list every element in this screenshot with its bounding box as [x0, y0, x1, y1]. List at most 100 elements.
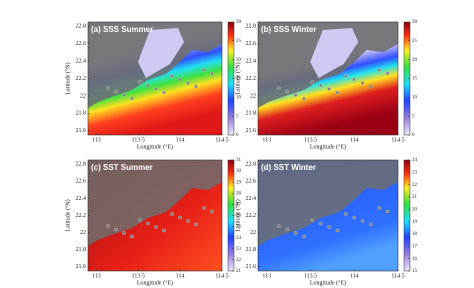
y-axis-label: Latitude (°N) [64, 62, 71, 94]
colorbar-tick-label: 5 [236, 114, 239, 119]
island [122, 231, 126, 235]
island [106, 86, 110, 90]
y-axis-label: Latitude (°N) [234, 199, 241, 231]
colorbar-tick-label: 26 [236, 214, 242, 219]
colorbar-tick-label: 30 [236, 169, 242, 174]
island [154, 87, 158, 91]
map-panel: (c) SST Summer 113 113.5 114 114.5 21.6 21.8 22… [64, 158, 241, 286]
island [302, 234, 306, 239]
colorbar-tick-label: 10 [236, 95, 242, 100]
island [310, 80, 315, 84]
colorbar-tick-label: 24 [236, 236, 242, 241]
y-axis-label: Latitude (°N) [234, 62, 241, 94]
x-tick-label: 114.5 [215, 137, 228, 143]
y-tick-label: 22.4 [246, 196, 257, 202]
colorbar-tick-label: 27 [236, 203, 242, 208]
y-tick-label: 22.2 [246, 76, 257, 82]
y-tick-label: 21.6 [76, 128, 87, 134]
island [106, 224, 110, 228]
island [377, 206, 381, 210]
island [130, 96, 134, 101]
island [302, 96, 306, 101]
y-tick-label: 21.6 [246, 264, 257, 270]
x-axis-label: Longitude (°E) [137, 143, 173, 150]
island [310, 218, 315, 222]
island [318, 221, 323, 226]
y-axis-label: Latitude (°N) [64, 199, 71, 231]
panel-title: (c) SST Summer [91, 163, 153, 172]
colorbar-tick-label: 30 [236, 20, 242, 25]
y-tick-label: 21.8 [246, 111, 257, 117]
island [162, 90, 166, 95]
island [277, 86, 281, 90]
x-tick-label: 113.5 [304, 137, 317, 143]
x-tick-label: 114.5 [391, 137, 404, 143]
x-tick-label: 113 [92, 137, 101, 143]
island [277, 224, 281, 228]
island [327, 225, 331, 229]
y-tick-label: 22 [80, 230, 86, 236]
island [360, 219, 365, 223]
x-tick-label: 113 [92, 273, 101, 279]
island [285, 227, 290, 232]
colorbar-tick-label: 22 [412, 183, 418, 188]
x-tick-label: 113.5 [132, 273, 145, 279]
island [385, 71, 390, 76]
colorbar-tick-label: 20 [412, 207, 418, 212]
x-axis-label: Longitude (°E) [310, 279, 346, 286]
y-tick-label: 22.6 [246, 41, 257, 47]
x-tick-label: 114 [350, 273, 359, 279]
colorbar-tick-label: 0 [412, 133, 415, 138]
island [138, 218, 142, 222]
y-tick-label: 22 [250, 93, 256, 99]
panel-title: (d) SST Winter [261, 163, 316, 172]
island [335, 90, 340, 95]
colorbar-tick-label: 25 [236, 225, 242, 230]
colorbar-tick-label: 23 [236, 247, 242, 252]
island [352, 215, 356, 220]
y-tick-label: 22.8 [76, 162, 87, 168]
island [162, 228, 166, 233]
island [154, 225, 158, 229]
island [202, 206, 206, 210]
colorbar-tick-label: 22 [236, 258, 242, 263]
x-tick-label: 113 [262, 137, 271, 143]
y-tick-label: 22.4 [246, 58, 257, 64]
panel-title: (b) SSS Winter [261, 25, 316, 34]
colorbar [403, 159, 411, 272]
colorbar-tick-label: 0 [236, 133, 239, 138]
x-tick-label: 113.5 [304, 273, 317, 279]
island [138, 80, 142, 84]
y-tick-label: 21.6 [76, 264, 87, 270]
colorbar-tick-label: 23 [412, 170, 418, 175]
x-tick-label: 113.5 [132, 137, 145, 143]
colorbar-tick-label: 15 [412, 77, 418, 82]
colorbar-tick-label: 29 [236, 180, 242, 185]
colorbar-tick-label: 17 [412, 244, 418, 249]
island [285, 89, 290, 94]
colorbar-tick-label: 24 [412, 158, 418, 163]
island [202, 68, 206, 72]
y-tick-label: 22 [80, 93, 86, 99]
map-panel: (b) SSS Winter 113 113.5 114 114.5 21.6 21.8 22… [234, 20, 417, 150]
island [343, 74, 348, 78]
x-tick-label: 114.5 [215, 273, 228, 279]
island [114, 89, 118, 94]
colorbar-tick-label: 28 [236, 191, 242, 196]
y-tick-label: 21.6 [246, 128, 257, 134]
x-tick-label: 114.5 [391, 273, 404, 279]
y-tick-label: 22.6 [76, 41, 87, 47]
island [114, 227, 118, 232]
colorbar-tick-label: 20 [412, 58, 418, 63]
colorbar-tick-label: 31 [236, 158, 242, 163]
colorbar-tick-label: 15 [236, 77, 242, 82]
island [210, 209, 214, 214]
island [293, 93, 298, 97]
island [146, 83, 150, 88]
island [146, 221, 150, 226]
island [170, 74, 174, 78]
y-tick-label: 22.8 [246, 24, 257, 30]
colorbar-tick-label: 18 [412, 232, 418, 237]
colorbar-tick-label: 19 [412, 220, 418, 225]
